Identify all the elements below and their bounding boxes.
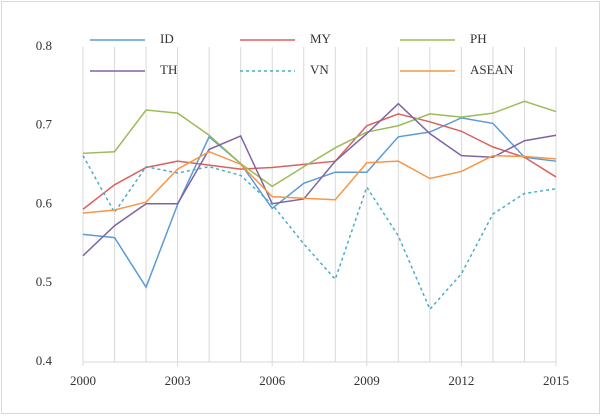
y-tick-label: 0.5 xyxy=(36,274,52,289)
series-line xyxy=(82,102,557,257)
x-tick-label: 2012 xyxy=(448,373,474,388)
x-tick-label: 2000 xyxy=(70,373,96,388)
y-tick-label: 0.8 xyxy=(36,38,52,53)
x-tick-label: 2015 xyxy=(543,373,569,388)
x-tick-label: 2003 xyxy=(165,373,191,388)
y-tick-label: 0.6 xyxy=(36,195,53,210)
x-tick-label: 2009 xyxy=(354,373,380,388)
series-line xyxy=(82,117,557,289)
legend-label: ASEAN xyxy=(470,62,514,77)
series-line xyxy=(82,113,557,210)
y-tick-label: 0.7 xyxy=(36,117,53,132)
series-line xyxy=(82,150,557,214)
x-tick-label: 2006 xyxy=(259,373,286,388)
legend-label: ID xyxy=(160,31,174,46)
series-line xyxy=(82,155,557,311)
legend-label: MY xyxy=(310,31,332,46)
legend-label: VN xyxy=(310,62,329,77)
y-tick-label: 0.4 xyxy=(36,353,53,368)
legend-label: PH xyxy=(470,31,487,46)
series-line xyxy=(82,100,557,188)
legend-label: TH xyxy=(160,62,177,77)
